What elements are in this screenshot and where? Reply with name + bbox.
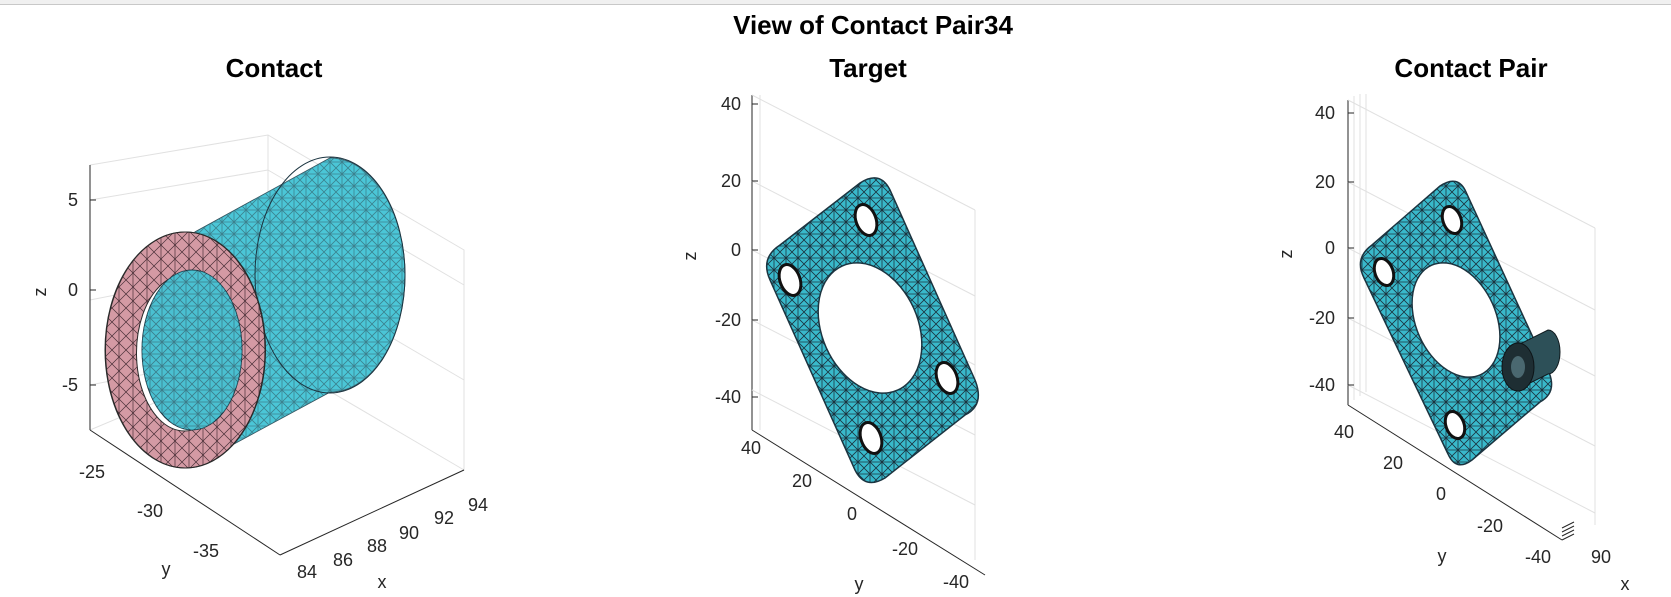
y-tick-label: -30 [137,501,163,521]
y-tick-label: 40 [1334,422,1354,442]
z-axis-label: z [30,288,50,297]
z-axis-ticks: 40 20 0 -20 -40 [1309,103,1354,395]
y-tick-label: -35 [193,541,219,561]
z-tick-label: 0 [68,280,78,300]
target-plate [765,177,980,484]
y-axis-ticks: 40 20 0 -20 -40 [1334,422,1551,567]
y-tick-label: 0 [1436,484,1446,504]
z-axis-label: z [1276,250,1296,259]
z-tick-label: 40 [1315,103,1335,123]
x-axis-ticks: 84 86 88 90 92 94 [297,495,488,582]
y-axis-label: y [1438,546,1447,566]
z-tick-label: 20 [1315,172,1335,192]
x-axis-label: x [1621,574,1630,594]
panel-title: Contact Pair [1394,53,1547,83]
x-axis-label: x [378,572,387,592]
panel-contact-pair: Contact Pair [1276,53,1630,594]
y-tick-label: -25 [79,462,105,482]
y-tick-label: 20 [792,471,812,491]
x-tick-label: 92 [434,508,454,528]
z-tick-label: -20 [1309,308,1335,328]
z-tick-label: 40 [721,94,741,114]
z-tick-label: -40 [1309,375,1335,395]
x-tick-label: 84 [297,562,317,582]
y-tick-label: 0 [847,504,857,524]
y-tick-label: 40 [741,438,761,458]
y-axis-label: y [855,574,864,594]
x-axis-ticks: 90 [1561,521,1611,567]
contact-cylinder [104,156,406,469]
x-tick-label: 94 [468,495,488,515]
z-tick-label: 20 [721,171,741,191]
z-tick-label: -5 [62,375,78,395]
panel-contact: Contact [30,53,488,592]
y-tick-label: -40 [943,572,969,592]
x-tick-label: 86 [333,550,353,570]
figure-title: View of Contact Pair34 [733,10,1013,40]
y-axis-label: y [162,559,171,579]
z-tick-label: 5 [68,190,78,210]
contact-pair-assembly [1359,180,1561,466]
y-tick-label: -20 [892,539,918,559]
z-tick-label: -40 [715,387,741,407]
panel-title: Contact [226,53,323,83]
z-axis-ticks: 40 20 0 -20 -40 [715,94,758,407]
z-axis-label: z [680,252,700,261]
x-tick-label: 88 [367,536,387,556]
z-tick-label: 0 [731,240,741,260]
y-axis-ticks: -25 -30 -35 [79,462,219,561]
window-top-strip [0,0,1671,5]
y-axis-ticks: 40 20 0 -20 -40 [741,438,969,592]
panel-title: Target [829,53,907,83]
y-tick-label: -20 [1477,516,1503,536]
z-axis-ticks: 5 0 -5 [62,190,96,395]
panel-target: Target 40 20 [680,53,986,594]
y-tick-label: -40 [1525,547,1551,567]
x-tick-label: 90 [399,523,419,543]
z-tick-label: -20 [715,310,741,330]
z-tick-label: 0 [1325,238,1335,258]
y-tick-label: 20 [1383,453,1403,473]
x-tick-label: 90 [1591,547,1611,567]
